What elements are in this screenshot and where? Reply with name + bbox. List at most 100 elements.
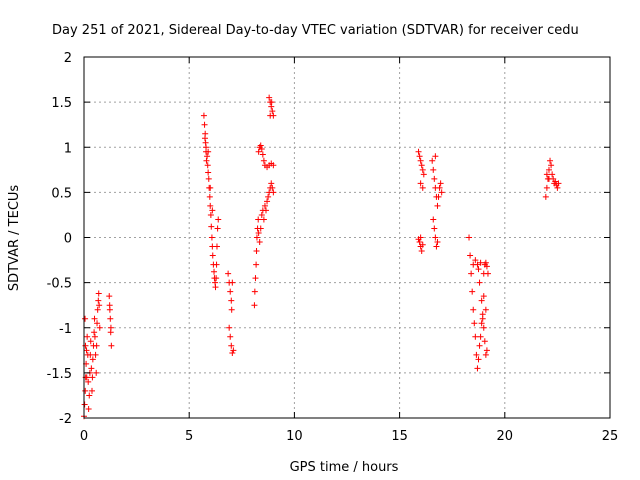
data-point-arc-early-a — [89, 356, 96, 363]
data-point-arc-evening — [483, 347, 490, 354]
data-point-arc-midday-a — [257, 225, 264, 232]
data-point-arc-midday-b — [259, 151, 266, 158]
data-point-arc-early-b — [107, 324, 114, 331]
data-point-arc-morning — [213, 275, 220, 282]
data-point-arc-midday-a — [253, 234, 260, 241]
data-point-arc-morning — [215, 216, 222, 223]
data-point-arc-evening — [477, 333, 484, 340]
data-point-arc-night — [543, 171, 550, 178]
data-point-arc-morning — [212, 284, 219, 291]
data-point-arc-evening — [470, 306, 477, 313]
data-point-arc-afternoon-a — [416, 153, 423, 160]
data-point-arc-dip — [227, 333, 234, 340]
data-point-arc-early-a — [82, 315, 89, 322]
data-point-arc-midday-a — [264, 198, 271, 205]
data-point-arc-morning — [208, 234, 215, 241]
data-point-arc-early-a — [94, 306, 101, 313]
x-tick-label: 0 — [80, 429, 88, 444]
y-tick-label: -1 — [59, 322, 72, 337]
data-point-arc-morning — [204, 162, 211, 169]
data-point-arc-morning — [214, 225, 221, 232]
data-point-arc-early-a — [88, 387, 95, 394]
y-tick-label: 2 — [64, 51, 72, 66]
data-point-arc-afternoon-c — [429, 157, 436, 164]
data-point-arc-midday-a — [256, 239, 263, 246]
data-point-arc-early-a — [84, 333, 91, 340]
data-point-arc-midday-a — [253, 248, 260, 255]
data-point-arc-early-a — [81, 401, 88, 408]
data-point-arc-morning — [201, 121, 208, 128]
y-axis-title: SDTVAR / TECUs — [7, 185, 22, 292]
y-tick-label: -2 — [59, 412, 72, 427]
data-point-arc-midday-b — [270, 162, 277, 169]
data-point-arc-afternoon-b — [416, 239, 423, 246]
data-point-arc-night — [552, 178, 559, 185]
data-point-arc-early-a — [88, 365, 95, 372]
data-point-arc-night — [548, 162, 555, 169]
data-point-arc-evening — [478, 297, 485, 304]
data-point-arc-evening — [475, 266, 482, 273]
data-point-arc-afternoon-c — [430, 166, 437, 173]
data-point-arc-morning — [208, 223, 215, 230]
x-tick-label: 15 — [391, 429, 408, 444]
data-point-arc-morning — [204, 153, 211, 160]
data-point-arc-evening — [466, 234, 473, 241]
data-point-arc-dip — [229, 279, 236, 286]
data-point-arc-evening — [482, 306, 489, 313]
data-point-arc-dip — [228, 342, 235, 349]
data-point-arc-midday-a — [252, 275, 259, 282]
data-point-arc-evening — [468, 270, 475, 277]
data-point-arc-afternoon-a — [417, 180, 424, 187]
data-point-arc-afternoon-c — [432, 153, 439, 160]
data-point-arc-early-a — [89, 374, 96, 381]
data-point-arc-evening — [475, 356, 482, 363]
data-point-arc-evening — [477, 259, 484, 266]
data-point-arc-dip — [227, 288, 234, 295]
data-point-arc-midday-a — [251, 302, 258, 309]
data-point-arc-evening — [467, 252, 474, 259]
data-point-arc-afternoon-a — [418, 162, 425, 169]
data-point-arc-early-a — [93, 369, 100, 376]
data-point-arc-evening — [482, 259, 489, 266]
data-point-arc-morning — [201, 135, 208, 142]
y-tick-label: 1 — [64, 141, 72, 156]
axis-ticks — [83, 56, 611, 419]
data-point-arc-afternoon-c — [431, 175, 438, 182]
data-point-arc-afternoon-c — [434, 202, 441, 209]
data-point-arc-midday-c — [267, 112, 274, 119]
data-point-arc-afternoon-c — [435, 193, 442, 200]
data-point-arc-midday-a — [260, 216, 267, 223]
data-point-arc-early-b — [108, 342, 115, 349]
data-point-arc-morning — [203, 157, 210, 164]
data-point-arc-evening — [469, 288, 476, 295]
data-point-arc-evening — [484, 270, 491, 277]
data-point-arc-night — [547, 157, 554, 164]
data-point-arc-midday-c — [269, 108, 276, 115]
data-point-arc-midday-a — [265, 193, 272, 200]
data-point-arc-midday-b — [258, 146, 265, 153]
data-point-arc-evening — [480, 324, 487, 331]
data-point-arc-night — [555, 180, 562, 187]
data-point-arc-dip — [228, 306, 235, 313]
grid-lines — [84, 57, 610, 418]
y-tick-label: 0.5 — [51, 186, 72, 201]
data-point-arc-early-a — [92, 351, 99, 358]
data-point-arc-dip — [229, 350, 236, 357]
data-point-arc-afternoon-a — [415, 148, 422, 155]
data-point-arc-dip — [230, 347, 237, 354]
x-tick-label: 25 — [602, 429, 619, 444]
data-point-arc-midday-a — [261, 202, 268, 209]
data-point-arc-afternoon-c — [433, 243, 440, 250]
data-point-arc-afternoon-b — [419, 241, 426, 248]
data-point-arc-early-a — [94, 320, 101, 327]
data-point-arc-early-b — [107, 315, 114, 322]
data-point-arc-evening — [476, 342, 483, 349]
data-point-arc-early-a — [83, 374, 90, 381]
data-point-arc-midday-a — [253, 261, 260, 268]
data-point-arc-early-a — [82, 342, 89, 349]
data-point-arc-early-a — [96, 324, 103, 331]
data-point-arc-afternoon-c — [436, 184, 443, 191]
data-point-arc-evening — [472, 333, 479, 340]
x-tick-label: 5 — [185, 429, 193, 444]
y-tick-label: -0.5 — [47, 277, 72, 292]
